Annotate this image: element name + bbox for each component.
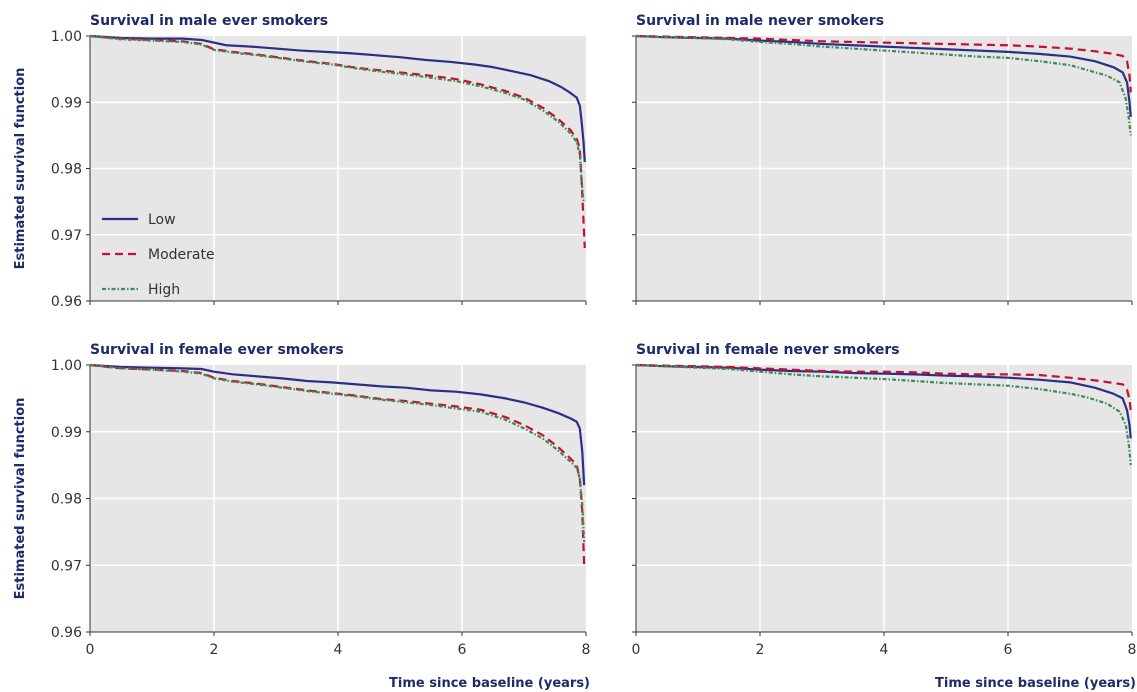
y-tick-label: 1.00 (51, 29, 82, 45)
x-tick-label: 2 (210, 642, 219, 658)
series-line-moderate (89, 34, 586, 249)
x-axis-title: Time since baseline (years) (935, 676, 1136, 691)
series-line-low (635, 34, 1132, 117)
y-tick-label: 0.97 (51, 558, 82, 574)
series-line-moderate (635, 34, 1132, 93)
panel-4: 0 2 4 6 8 Survival in female never smokers Tim… (632, 342, 1137, 691)
x-tick-label: 8 (582, 642, 591, 658)
x-tick-label: 6 (1004, 642, 1013, 658)
series-line-low (635, 363, 1132, 439)
x-axis-title: Time since baseline (years) (389, 676, 590, 691)
x-tick-label: 0 (632, 642, 641, 658)
y-tick-label: 0.96 (51, 625, 82, 641)
series-line-low (89, 34, 586, 162)
panel-3: 1.00 0.99 0.98 0.97 0.960 2 4 6 8 Survival in fem… (13, 342, 590, 691)
y-tick-label: 0.96 (51, 294, 82, 310)
legend-label-high: High (148, 282, 180, 298)
series-line-high (635, 34, 1132, 136)
panel-title: Survival in male never smokers (636, 13, 884, 29)
legend-label-low: Low (148, 212, 176, 228)
y-tick-label: 0.98 (51, 492, 82, 508)
series-line-low (89, 363, 586, 486)
panel-title: Survival in female ever smokers (90, 342, 344, 358)
y-axis-title: Estimated survival function (13, 398, 28, 600)
panel-1: 1.00 0.99 0.98 0.97 0.96 Survival in male eve… (13, 13, 587, 310)
y-axis-title: Estimated survival function (13, 68, 28, 270)
y-tick-label: 0.99 (51, 95, 82, 111)
panel-title: Survival in male ever smokers (90, 13, 328, 29)
legend-label-moderate: Moderate (148, 247, 215, 263)
series-line-high (89, 34, 585, 202)
series-line-high (635, 363, 1132, 466)
series-line-moderate (635, 363, 1132, 411)
x-tick-label: 2 (756, 642, 765, 658)
x-tick-label: 6 (458, 642, 467, 658)
y-tick-label: 0.98 (51, 162, 82, 178)
panel-2: Survival in male never smokers (632, 13, 1133, 305)
y-tick-label: 0.99 (51, 425, 82, 441)
x-tick-label: 4 (880, 642, 889, 658)
x-tick-label: 0 (86, 642, 95, 658)
series-line-high (89, 363, 586, 542)
panel-title: Survival in female never smokers (636, 342, 900, 358)
x-tick-label: 8 (1128, 642, 1137, 658)
x-tick-label: 4 (334, 642, 343, 658)
y-tick-label: 0.97 (51, 228, 82, 244)
y-tick-label: 1.00 (51, 358, 82, 374)
